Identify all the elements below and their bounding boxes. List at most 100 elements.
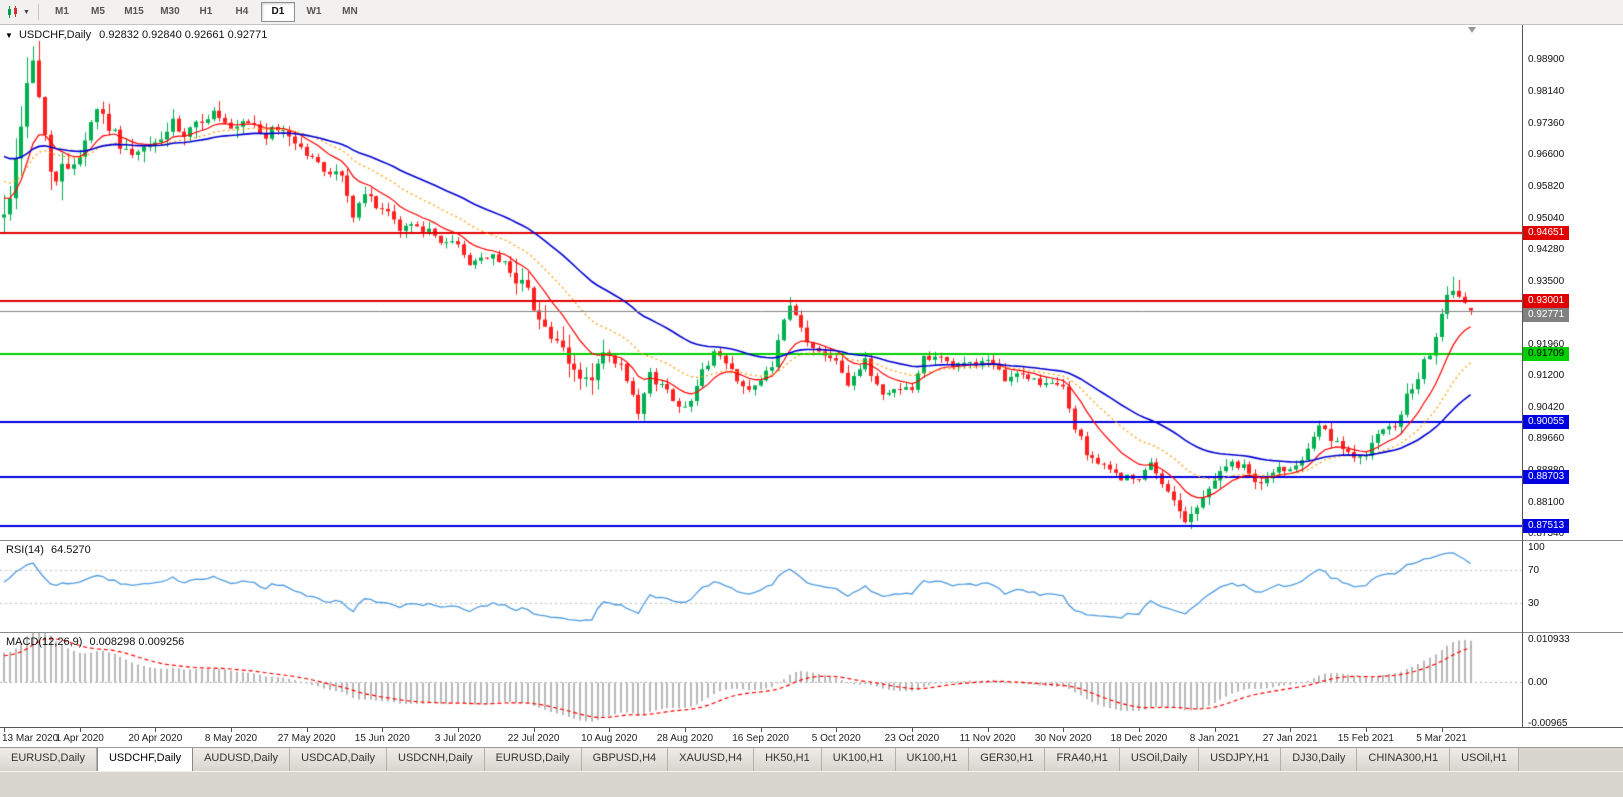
- timeframe-button-m1[interactable]: M1: [54, 6, 69, 17]
- time-axis-tick: [912, 728, 913, 732]
- time-axis-label: 15 Feb 2021: [1337, 733, 1394, 744]
- time-axis-tick: [382, 728, 383, 732]
- chart-tab-xauusd-h4[interactable]: XAUUSD,H4: [668, 748, 755, 771]
- time-axis-label: 1 Apr 2020: [55, 733, 104, 744]
- rsi-panel-canvas[interactable]: [0, 541, 1523, 632]
- time-axis[interactable]: 13 Mar 2020 1 Apr 2020 20 Apr 2020 8 May 20…: [0, 727, 1623, 747]
- price-axis-label: 0.88100: [1528, 496, 1565, 508]
- macd-level-label: 0.00: [1528, 677, 1548, 689]
- timeframe-button-m15[interactable]: M15: [124, 6, 144, 17]
- chart-tab-hk50-h1[interactable]: HK50,H1: [754, 748, 822, 771]
- rsi-indicator-label: RSI(14) 64.5270: [6, 544, 91, 556]
- time-axis-tick: [1442, 728, 1443, 732]
- chart-tab-audusd-daily[interactable]: AUDUSD,Daily: [193, 748, 291, 771]
- chart-title: ▼ USDCHF,Daily 0.92832 0.92840 0.92661 0…: [5, 29, 267, 41]
- rsi-panel-divider[interactable]: [0, 540, 1623, 541]
- hline-price-tag: 0.93001: [1523, 294, 1570, 309]
- price-axis-border: [1522, 25, 1523, 747]
- chart-tab-usoil-daily[interactable]: USOil,Daily: [1119, 748, 1200, 771]
- timeframe-button-d1[interactable]: D1: [260, 2, 295, 22]
- chart-tab-fra40-h1[interactable]: FRA40,H1: [1045, 748, 1120, 771]
- chart-tab-usdcnh-daily[interactable]: USDCNH,Daily: [387, 748, 485, 771]
- macd-panel-divider[interactable]: [0, 632, 1623, 633]
- time-axis-tick: [988, 728, 989, 732]
- chart-ohlc-values: 0.92832 0.92840 0.92661 0.92771: [99, 29, 268, 41]
- time-axis-label: 16 Sep 2020: [732, 733, 789, 744]
- chart-tab-ger30-h1[interactable]: GER30,H1: [969, 748, 1046, 771]
- timeframe-button-m5[interactable]: M5: [90, 6, 105, 17]
- timeframe-button-h1[interactable]: H1: [199, 6, 213, 17]
- chart-tab-gbpusd-h4[interactable]: GBPUSD,H4: [581, 748, 669, 771]
- chart-tab-usdjpy-h1[interactable]: USDJPY,H1: [1199, 748, 1282, 771]
- chart-tab-uk100-h1[interactable]: UK100,H1: [895, 748, 970, 771]
- current-price-tag: 0.92771: [1523, 307, 1570, 322]
- chart-tab-usoil-h1[interactable]: USOil,H1: [1450, 748, 1519, 771]
- time-axis-label: 20 Apr 2020: [128, 733, 183, 744]
- chart-tab-dj30-daily[interactable]: DJ30,Daily: [1281, 748, 1358, 771]
- chart-tab-usdchf-daily[interactable]: USDCHF,Daily: [96, 748, 194, 771]
- price-axis-label: 0.98900: [1528, 54, 1565, 66]
- chart-tab-china300-h1[interactable]: CHINA300,H1: [1357, 748, 1451, 771]
- price-axis-label: 0.94280: [1528, 243, 1565, 255]
- time-axis-tick: [534, 728, 535, 732]
- time-axis-label: 27 May 2020: [277, 733, 336, 744]
- timeframe-button-m30[interactable]: M30: [160, 6, 180, 17]
- price-chart-canvas[interactable]: [0, 25, 1523, 540]
- chart-type-dropdown-icon[interactable]: ▼: [23, 8, 30, 16]
- macd-indicator-label: MACD(12,26,9) 0.008298 0.009256: [6, 636, 184, 648]
- price-axis-label: 0.93500: [1528, 275, 1565, 287]
- time-axis-tick: [231, 728, 232, 732]
- time-axis-tick: [307, 728, 308, 732]
- time-axis-label: 28 Aug 2020: [656, 733, 714, 744]
- chart-tab-usdcad-daily[interactable]: USDCAD,Daily: [290, 748, 388, 771]
- time-axis-label: 8 Jan 2021: [1189, 733, 1240, 744]
- time-axis-label: 18 Dec 2020: [1110, 733, 1168, 744]
- time-axis-tick: [609, 728, 610, 732]
- shift-marker-icon[interactable]: [1467, 27, 1476, 33]
- time-axis-label: 11 Nov 2020: [959, 733, 1016, 744]
- time-axis-tick: [1366, 728, 1367, 732]
- chart-tab-eurusd-daily[interactable]: EURUSD,Daily: [484, 748, 582, 771]
- time-axis-label: 30 Nov 2020: [1034, 733, 1092, 744]
- time-axis-tick: [836, 728, 837, 732]
- rsi-value: 64.5270: [50, 544, 91, 556]
- time-axis-label: 13 Mar 2020: [2, 733, 59, 744]
- time-axis-tick: [761, 728, 762, 732]
- hline-price-tag: 0.87513: [1523, 518, 1570, 533]
- time-axis-label: 3 Jul 2020: [434, 733, 482, 744]
- top-toolbar: ▼ M1 M5 M15 M30 H1 H4 D1 W1 MN: [0, 0, 1623, 25]
- chart-tab-uk100-h1[interactable]: UK100,H1: [821, 748, 896, 771]
- rsi-level-label: 100: [1528, 542, 1545, 553]
- time-axis-tick: [685, 728, 686, 732]
- price-axis-label: 0.96600: [1528, 148, 1565, 160]
- timeframe-button-mn[interactable]: MN: [342, 6, 358, 17]
- macd-panel-canvas[interactable]: [0, 633, 1523, 727]
- time-axis-label: 27 Jan 2021: [1262, 733, 1318, 744]
- price-axis-label: 0.87340: [1528, 528, 1565, 540]
- macd-level-label: 0.010933: [1528, 634, 1570, 645]
- chart-collapse-arrow-icon[interactable]: ▼: [5, 31, 13, 40]
- rsi-name: RSI(14): [6, 544, 44, 556]
- time-axis-label: 15 Jun 2020: [354, 733, 410, 744]
- time-axis-label: 10 Aug 2020: [581, 733, 638, 744]
- macd-level-label: -0.00965: [1528, 718, 1568, 730]
- time-axis-label: 23 Oct 2020: [884, 733, 940, 744]
- price-axis-label: 0.91960: [1528, 338, 1565, 350]
- hline-price-tag: 0.88703: [1523, 470, 1570, 485]
- price-axis-label: 0.98140: [1528, 85, 1565, 97]
- timeframe-button-w1[interactable]: W1: [306, 6, 322, 17]
- rsi-level-label: 70: [1528, 564, 1540, 576]
- price-axis-label: 0.89660: [1528, 432, 1565, 444]
- time-axis-tick: [1290, 728, 1291, 732]
- hline-price-tag: 0.94651: [1523, 226, 1570, 241]
- chart-tab-bar: EURUSD,Daily USDCHF,Daily AUDUSD,Daily USDC…: [0, 747, 1623, 771]
- chart-tab-eurusd-daily[interactable]: EURUSD,Daily: [0, 748, 97, 771]
- chart-type-icon[interactable]: [5, 4, 23, 20]
- timeframe-button-h4[interactable]: H4: [235, 6, 249, 17]
- price-axis-label: 0.97360: [1528, 117, 1565, 129]
- time-axis-tick: [155, 728, 156, 732]
- status-bar: [0, 771, 1623, 797]
- macd-name: MACD(12,26,9): [6, 636, 83, 648]
- toolbar-separator: [37, 4, 39, 20]
